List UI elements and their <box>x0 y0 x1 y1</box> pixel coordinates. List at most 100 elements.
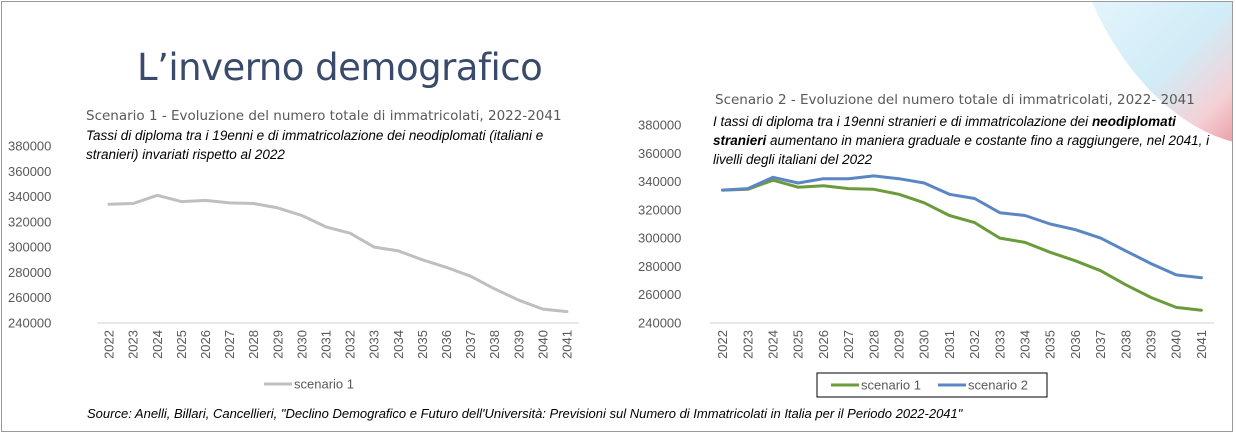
y-tick-label: 280000 <box>8 265 51 280</box>
data-point <box>822 177 825 180</box>
data-point <box>973 197 976 200</box>
y-tick-label: 300000 <box>8 240 51 255</box>
x-tick-label: 2024 <box>766 330 781 359</box>
y-tick-label: 340000 <box>8 189 51 204</box>
data-point <box>746 187 749 190</box>
x-tick-label: 2033 <box>367 330 382 359</box>
series-line-1 <box>721 178 1203 312</box>
x-tick-label: 2025 <box>174 330 189 359</box>
data-point <box>973 221 976 224</box>
chart1-title: Scenario 1 - Evoluzione del numero total… <box>86 108 562 124</box>
data-point <box>445 266 448 269</box>
y-tick-label: 320000 <box>8 214 51 229</box>
data-point <box>1149 262 1153 265</box>
x-tick-label: 2039 <box>511 330 526 359</box>
x-tick-label: 2022 <box>715 330 730 359</box>
data-point <box>797 186 800 189</box>
data-point <box>998 236 1001 240</box>
x-tick-label: 2023 <box>126 330 141 359</box>
x-tick-label: 2038 <box>1118 330 1133 359</box>
x-tick-label: 2023 <box>740 330 755 359</box>
data-point <box>1124 249 1128 253</box>
y-tick-label: 340000 <box>638 174 681 189</box>
data-point <box>180 200 183 203</box>
chart2-note-part1: I tassi di diploma tra i 19enni stranier… <box>713 114 1092 129</box>
data-point <box>421 258 424 261</box>
data-point <box>1175 273 1178 277</box>
data-point <box>1023 241 1027 244</box>
data-point <box>872 174 875 178</box>
y-tick-label: 380000 <box>8 139 51 154</box>
data-point <box>565 310 569 313</box>
x-tick-label: 2026 <box>816 330 831 359</box>
legend-label-2: scenario 2 <box>968 378 1028 393</box>
data-point <box>397 249 400 253</box>
data-point <box>897 193 901 196</box>
data-point <box>1200 276 1203 279</box>
x-tick-label: 2031 <box>318 330 333 359</box>
data-point <box>204 199 207 202</box>
data-point <box>517 299 520 302</box>
x-tick-label: 2028 <box>866 330 881 359</box>
x-tick-label: 2034 <box>1018 330 1033 359</box>
data-point <box>276 206 279 210</box>
chart1-note: Tassi di diploma tra i 19enni e di immat… <box>86 128 544 162</box>
x-tick-label: 2022 <box>102 330 117 359</box>
x-tick-label: 2037 <box>1093 330 1108 359</box>
x-tick-label: 2027 <box>222 330 237 359</box>
data-point <box>1023 214 1027 217</box>
x-tick-label: 2036 <box>439 330 454 359</box>
legend-label-1: scenario 1 <box>861 378 921 393</box>
data-point <box>872 188 875 191</box>
data-point <box>1175 306 1178 309</box>
data-point <box>923 181 926 185</box>
legend-label-1: scenario 1 <box>294 377 354 392</box>
y-tick-label: 240000 <box>8 316 51 331</box>
x-tick-label: 2040 <box>535 330 550 359</box>
x-tick-label: 2034 <box>391 330 406 359</box>
x-tick-label: 2031 <box>942 330 957 359</box>
data-point <box>493 287 496 291</box>
data-point <box>1099 269 1102 272</box>
y-tick-label: 280000 <box>638 259 681 274</box>
y-tick-label: 380000 <box>638 118 681 133</box>
data-point <box>300 214 304 217</box>
data-point <box>131 202 135 205</box>
data-point <box>228 201 231 205</box>
data-point <box>541 307 545 311</box>
data-point <box>1124 283 1128 287</box>
x-tick-label: 2036 <box>1068 330 1083 359</box>
x-tick-label: 2033 <box>992 330 1007 359</box>
y-tick-label: 300000 <box>638 231 681 246</box>
data-point <box>1049 222 1052 226</box>
x-tick-label: 2037 <box>463 330 478 359</box>
x-tick-label: 2035 <box>1043 330 1058 359</box>
x-tick-label: 2032 <box>343 330 358 359</box>
chart2-note-bold: neodiplomati stranieri <box>713 114 1176 148</box>
x-tick-label: 2026 <box>198 330 213 359</box>
x-tick-label: 2040 <box>1169 330 1184 359</box>
x-tick-label: 2028 <box>246 330 261 359</box>
x-tick-label: 2029 <box>270 330 285 359</box>
x-tick-label: 2030 <box>917 330 932 359</box>
x-tick-label: 2030 <box>294 330 309 359</box>
y-tick-label: 240000 <box>638 316 681 331</box>
series-line-1 <box>107 193 569 314</box>
slide-title: L’inverno demografico <box>137 46 543 89</box>
data-point <box>847 177 850 180</box>
x-tick-label: 2024 <box>150 330 165 359</box>
data-point <box>771 178 775 182</box>
data-point <box>1074 228 1077 231</box>
legend-box <box>816 372 1048 398</box>
data-point <box>1049 251 1052 254</box>
data-point <box>797 181 800 185</box>
data-point <box>847 187 850 190</box>
data-point <box>372 245 376 249</box>
data-point <box>1099 236 1102 240</box>
y-tick-label: 260000 <box>8 290 51 305</box>
data-point <box>469 275 472 278</box>
decorative-gradient-shape <box>1092 2 1232 142</box>
x-tick-label: 2027 <box>841 330 856 359</box>
data-point <box>1200 309 1203 312</box>
